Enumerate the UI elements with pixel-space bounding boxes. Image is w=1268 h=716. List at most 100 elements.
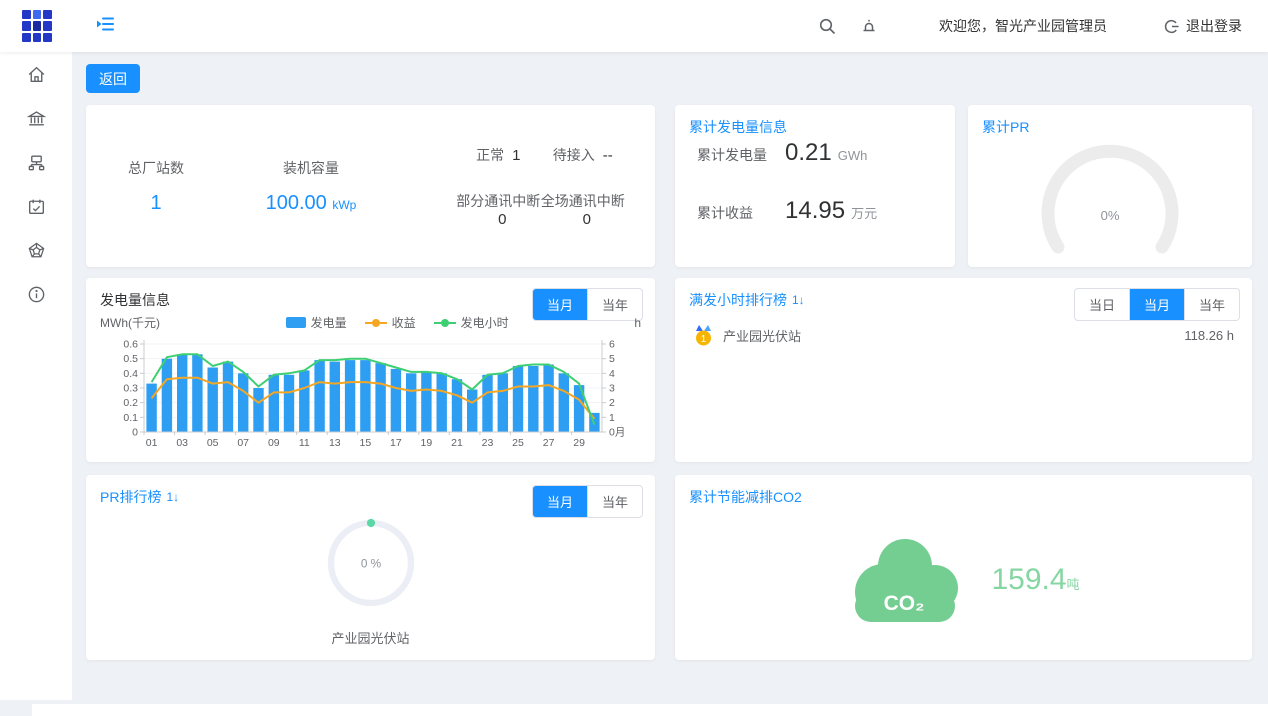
sidebar-item-station[interactable]: [0, 96, 72, 140]
cumulative-pr-title: 累计PR: [982, 119, 1030, 135]
tab-current-day[interactable]: 当日: [1088, 298, 1115, 313]
svg-text:0.1: 0.1: [123, 412, 138, 424]
status-all-offline: 全场通讯中断0: [540, 192, 625, 228]
legend-generation[interactable]: 发电量: [285, 314, 347, 331]
sidebar-item-analysis[interactable]: [0, 228, 72, 272]
svg-text:0.4: 0.4: [123, 368, 138, 380]
svg-text:2: 2: [609, 397, 615, 409]
svg-text:09: 09: [268, 437, 280, 449]
svg-text:23: 23: [482, 437, 494, 449]
left-sidebar: [0, 52, 72, 700]
search-icon[interactable]: [817, 16, 837, 36]
capacity-stat: 装机容量 100.00 kWp: [226, 158, 396, 215]
full-hours-rank-tabs: 当日 当月 当年: [1073, 288, 1240, 321]
pr-donut: 0 % 产业园光伏站: [86, 513, 655, 647]
svg-text:19: 19: [421, 437, 433, 449]
rank-item-name: 产业园光伏站: [723, 329, 802, 344]
svg-text:0.3: 0.3: [123, 383, 138, 395]
svg-text:17: 17: [390, 437, 402, 449]
rank-list-item[interactable]: 1 产业园光伏站 118.26 h: [693, 324, 1234, 347]
tab-current-year[interactable]: 当年: [586, 486, 642, 517]
svg-text:03: 03: [176, 437, 188, 449]
pr-rank-title: PR排行榜: [100, 489, 162, 505]
tab-current-month[interactable]: 当月: [532, 486, 587, 517]
svg-text:1: 1: [701, 334, 707, 345]
svg-text:21: 21: [451, 437, 463, 449]
bank-icon: [26, 110, 46, 125]
legend-generation-swatch: [285, 317, 306, 328]
logout-label: 退出登录: [1186, 18, 1242, 34]
svg-text:27: 27: [543, 437, 555, 449]
tab-current-year[interactable]: 当年: [586, 289, 642, 320]
status-partial-offline: 部分通讯中断0: [456, 192, 541, 228]
radar-pentagon-icon: [28, 242, 44, 257]
chart-legend: 发电量 收益 发电小时: [160, 314, 634, 331]
alarm-icon[interactable]: [859, 16, 879, 36]
tab-current-month[interactable]: 当月: [532, 289, 587, 320]
total-stations-label: 总厂站数: [128, 159, 184, 176]
legend-profit[interactable]: 收益: [364, 314, 416, 331]
sidebar-item-home[interactable]: [0, 52, 72, 96]
capacity-unit: kWp: [332, 197, 357, 212]
cumulative-energy-title: 累计发电量信息: [689, 119, 787, 135]
status-normal: 正常 1: [476, 146, 521, 164]
chart-axis-legend-row: MWh(千元) 发电量 收益 发电小时 h: [100, 314, 641, 331]
pr-donut-station-label: 产业园光伏站: [331, 631, 410, 646]
cumulative-energy-card: 累计发电量信息 累计发电量 0.21 GWh 累计收益 14.95 万元: [675, 105, 955, 267]
co2-cloud-icon: CO₂: [855, 539, 959, 622]
sort-icon[interactable]: 1↓: [792, 293, 805, 307]
back-button[interactable]: 返回: [86, 64, 140, 93]
overview-card: 总厂站数 1 装机容量 100.00 kWp 正常 1 待接入 -- 部分通讯中断0…: [86, 105, 655, 267]
bottom-scroll-area[interactable]: [32, 704, 1268, 716]
tab-current-month[interactable]: 当月: [1128, 289, 1184, 320]
cumulative-pr-card: 累计PR 0%: [968, 105, 1252, 267]
svg-text:0: 0: [132, 427, 138, 439]
main-content: 返回 总厂站数 1 装机容量 100.00 kWp 正常 1 待接入 -- 部分通讯…: [72, 52, 1268, 716]
full-hours-rank-card: 满发小时排行榜 1↓ 当日 当月 当年 1 产业园光伏站 118.26 h: [675, 278, 1252, 462]
co2-value: 159.4: [991, 563, 1067, 596]
rank-item-value: 118.26 h: [1184, 328, 1234, 343]
y-right-axis-label: h: [634, 315, 641, 330]
svg-text:1: 1: [609, 412, 615, 424]
top-header: 欢迎您，智光产业园管理员 退出登录: [0, 0, 1268, 52]
info-icon: [28, 286, 44, 302]
co2-card: 累计节能减排CO2 CO₂ 159.4吨: [675, 475, 1252, 660]
svg-text:6: 6: [609, 339, 615, 351]
svg-text:0.6: 0.6: [123, 339, 138, 351]
donut-progress-dot: [366, 518, 375, 528]
svg-text:25: 25: [512, 437, 524, 449]
energy-chart-tabs: 当月 当年: [531, 288, 643, 321]
capacity-label: 装机容量: [283, 159, 339, 176]
calendar-check-icon: [28, 199, 44, 214]
full-hours-rank-title: 满发小时排行榜: [689, 292, 787, 308]
svg-text:0.2: 0.2: [123, 397, 138, 409]
sidebar-item-report[interactable]: [0, 184, 72, 228]
sidebar-item-info[interactable]: [0, 272, 72, 316]
cumulative-generation-row: 累计发电量 0.21 GWh: [697, 139, 868, 166]
legend-hours[interactable]: 发电小时: [433, 314, 509, 331]
svg-text:0月: 0月: [609, 427, 625, 439]
svg-text:13: 13: [329, 437, 341, 449]
svg-text:11: 11: [299, 437, 310, 449]
svg-text:07: 07: [237, 437, 249, 449]
sort-icon[interactable]: 1↓: [166, 490, 180, 504]
sitemap-icon: [28, 155, 44, 170]
energy-chart-title: 发电量信息: [100, 292, 170, 308]
svg-text:01: 01: [146, 437, 158, 449]
logout-button[interactable]: 退出登录: [1163, 16, 1242, 36]
menu-fold-icon[interactable]: [94, 13, 116, 40]
co2-value-block: 159.4吨: [991, 563, 1079, 597]
svg-text:05: 05: [207, 437, 219, 449]
svg-text:0.5: 0.5: [123, 353, 138, 365]
total-stations-value: 1: [150, 191, 162, 214]
svg-text:4: 4: [609, 368, 615, 380]
total-stations-stat: 总厂站数 1: [86, 158, 226, 215]
svg-text:29: 29: [573, 437, 585, 449]
legend-hours-swatch: [433, 318, 456, 327]
tab-current-year[interactable]: 当年: [1183, 289, 1239, 320]
sidebar-item-devices[interactable]: [0, 140, 72, 184]
svg-text:15: 15: [360, 437, 372, 449]
home-icon: [28, 66, 44, 82]
co2-cloud-text: CO₂: [884, 592, 925, 615]
brand-logo: [22, 10, 52, 42]
